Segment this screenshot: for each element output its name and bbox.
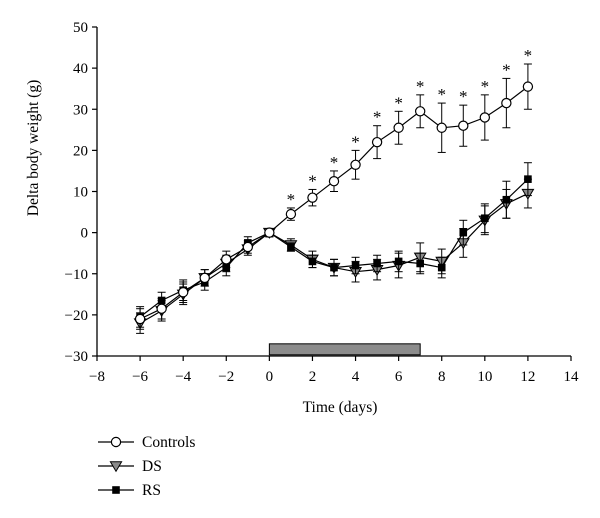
data-point-controls [371,136,383,148]
y-tick-label: 10 [73,185,88,201]
y-tick-label: −20 [65,308,88,324]
data-point-rs [330,263,338,272]
legend-label: RS [142,482,161,499]
y-tick-label: 0 [81,226,89,242]
x-tick-label: 6 [395,369,403,385]
legend-marker [110,436,122,448]
significance-star: * [459,87,468,106]
x-tick-label: −6 [132,369,148,385]
data-point-rs [308,257,317,266]
data-point-controls [307,192,318,203]
data-point-rs [416,259,424,268]
x-axis-title: Time (days) [303,399,378,416]
y-axis-title: Delta body weight (g) [25,80,42,216]
data-point-rs [373,259,381,268]
y-tick-label: 30 [73,102,88,118]
x-tick-label: 10 [477,369,492,385]
significance-star: * [416,77,425,96]
x-tick-label: 12 [520,369,535,385]
legend-label: DS [142,458,162,475]
series-line-rs [139,178,529,318]
series-ds [133,178,535,334]
y-tick-label: −30 [65,349,88,365]
series-layer [133,63,535,334]
x-tick-label: 8 [438,369,446,385]
data-point-controls [199,272,210,284]
data-point-rs [524,175,532,183]
x-tick-label: −2 [218,369,234,385]
legend-label: Controls [142,434,195,451]
significance-star: * [481,77,490,96]
data-point-rs [394,257,403,266]
data-point-controls [221,254,232,265]
legend-marker [112,486,120,494]
data-point-controls [414,106,426,117]
y-tick-label: −10 [65,267,88,283]
data-point-controls [134,313,146,325]
data-point-controls [393,122,404,133]
significance-star: * [524,46,533,65]
data-point-rs [502,195,511,204]
significance-star: * [502,60,511,79]
significance-star: * [373,108,382,127]
significance-star: * [308,171,317,190]
data-point-rs [287,243,295,251]
data-point-controls [501,97,512,109]
x-tick-label: −8 [89,369,105,385]
y-tick-label: 50 [73,20,88,36]
data-point-controls [350,159,361,170]
significance-star: * [287,190,296,209]
series-line-ds [139,193,529,324]
data-point-rs [481,214,489,223]
data-point-controls [479,112,491,123]
data-point-controls [264,227,275,238]
legend-item-rs: RS [98,482,161,499]
data-point-rs [351,261,360,270]
x-tick-label: 0 [266,369,274,385]
significance-star: * [394,93,403,112]
data-point-controls [285,208,297,220]
significance-star: * [351,132,360,151]
data-point-controls [458,120,469,131]
data-point-controls [156,303,167,314]
y-tick-label: 20 [73,143,88,159]
data-point-controls [177,287,189,298]
data-point-rs [437,263,446,272]
data-point-controls [436,122,447,133]
treatment-period-layer [268,343,421,356]
x-tick-label: 2 [309,369,317,385]
data-point-controls [242,241,254,253]
significance-star: * [330,153,339,172]
legend: Controls DS RS [98,434,195,499]
significance-marks: * * * * * * * * * * * * [287,46,533,209]
x-tick-label: 14 [564,369,580,385]
legend-marker [109,461,123,473]
y-tick-label: 40 [73,61,88,77]
significance-star: * [437,85,446,104]
legend-item-ds: DS [98,458,162,475]
treatment-period-bar [268,343,421,356]
x-tick-label: 4 [352,369,360,385]
data-point-rs [459,228,468,237]
x-tick-label: −4 [175,369,191,385]
legend-item-controls: Controls [98,434,195,451]
series-controls [134,63,534,330]
data-point-controls [522,81,534,92]
data-point-controls [328,176,340,187]
